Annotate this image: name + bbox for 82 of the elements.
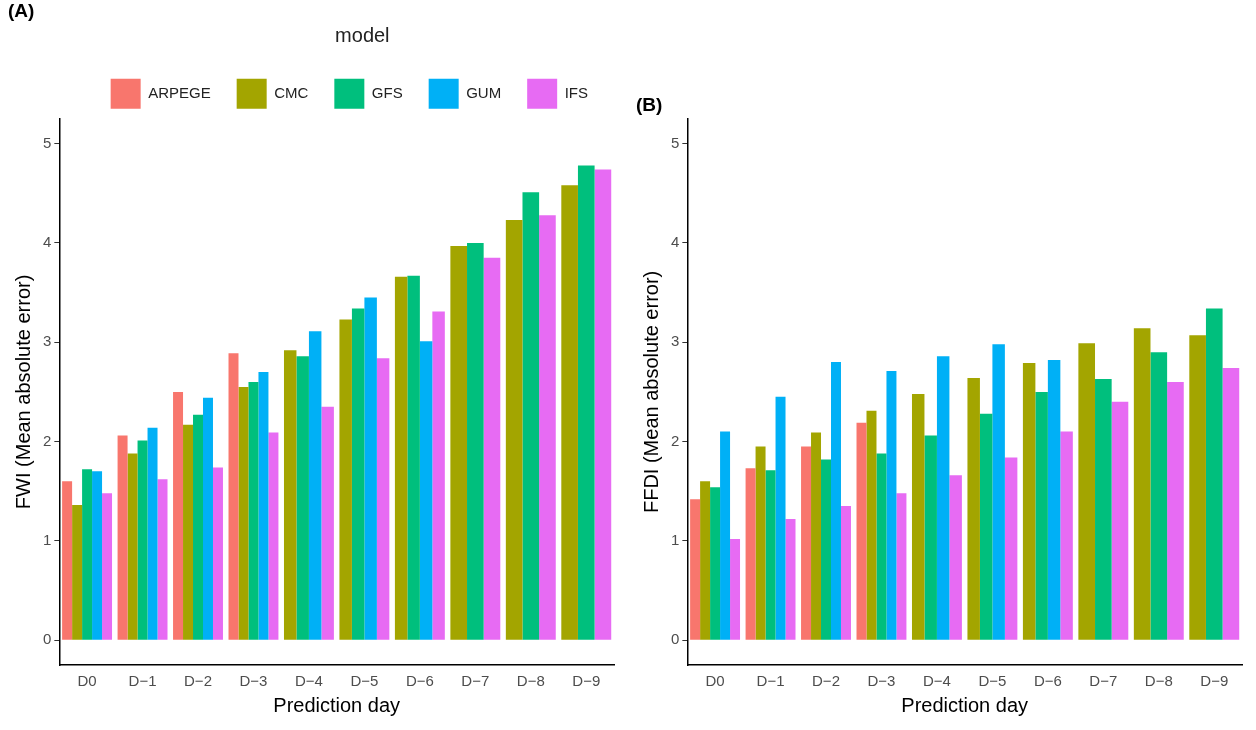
y-tick-label: 0 [671, 630, 680, 648]
bar [801, 446, 812, 640]
bar [1060, 431, 1073, 640]
bar [258, 372, 269, 640]
bar [992, 344, 1005, 640]
bar [710, 487, 721, 640]
bar [720, 431, 731, 640]
bar [690, 499, 701, 640]
y-tick-label: 4 [671, 233, 680, 251]
x-tick-label: D−1 [756, 672, 785, 690]
bar [102, 493, 113, 640]
legend-label: ARPEGE [148, 83, 211, 101]
bar [173, 391, 184, 640]
y-tick-label: 1 [43, 531, 52, 548]
legend-label: IFS [564, 83, 589, 101]
x-tick-label: D−2 [812, 672, 840, 690]
bar [785, 519, 796, 640]
bar [321, 406, 334, 640]
bar [856, 422, 867, 640]
y-tick-label: 5 [671, 133, 680, 151]
x-tick-label: D−3 [867, 672, 896, 690]
x-tick-label: D−5 [978, 672, 1007, 690]
x-tick-label: D−7 [461, 672, 490, 690]
legend-label: CMC [274, 83, 309, 101]
y-tick-label: 0 [43, 630, 52, 648]
y-axis-title: FWI (Mean absolute error) [11, 274, 34, 510]
bar [212, 467, 223, 640]
legend-title: model [335, 24, 390, 47]
bar [117, 435, 128, 640]
x-tick-label: D−8 [1144, 672, 1173, 690]
bar [840, 506, 851, 640]
y-tick-label: 3 [671, 332, 680, 350]
y-tick-label: 4 [43, 233, 52, 251]
bar [147, 427, 158, 640]
x-tick-label: D−6 [405, 672, 434, 690]
legend-label: GUM [466, 83, 502, 101]
bar [886, 371, 897, 640]
bar [765, 470, 776, 640]
bar [896, 493, 907, 640]
x-tick-label: D−2 [184, 672, 212, 690]
bar [376, 358, 390, 640]
bar [248, 381, 259, 640]
x-axis-title: Prediction day [273, 693, 401, 716]
x-tick-label: D0 [77, 672, 97, 690]
bar [203, 397, 213, 640]
bar [1004, 457, 1018, 640]
bar [92, 471, 103, 640]
x-tick-label: D−7 [1089, 672, 1118, 690]
y-tick-label: 3 [43, 332, 52, 350]
y-tick-label: 5 [43, 133, 52, 151]
legend-label: GFS [371, 83, 403, 101]
x-axis-title: Prediction day [901, 693, 1029, 716]
x-tick-label: D−1 [128, 672, 157, 690]
x-tick-label: D−3 [239, 672, 268, 690]
bar [62, 481, 73, 640]
bar [730, 538, 741, 640]
y-tick-label: 1 [671, 531, 680, 548]
bar [157, 479, 168, 640]
bar [949, 475, 962, 640]
x-tick-label: D−4 [294, 672, 323, 690]
y-tick-label: 2 [43, 431, 52, 449]
bar [364, 297, 377, 640]
bar [775, 396, 786, 640]
x-tick-label: D0 [705, 672, 725, 690]
x-tick-label: D−4 [922, 672, 951, 690]
bar [432, 311, 445, 640]
x-tick-label: D−5 [350, 672, 379, 690]
x-tick-label: D−9 [572, 672, 601, 690]
x-tick-label: D−6 [1033, 672, 1062, 690]
chart-title: (B) [636, 93, 663, 115]
chart-title: (A) [8, 0, 35, 21]
bar [82, 469, 93, 640]
bar [876, 453, 887, 640]
y-axis-title: FFDI (Mean absolute error) [639, 270, 662, 514]
bar [137, 440, 148, 640]
x-tick-label: D−8 [516, 672, 545, 690]
bar [268, 432, 279, 640]
x-tick-label: D−9 [1200, 672, 1229, 690]
bar [745, 468, 756, 640]
bar [228, 353, 239, 640]
y-tick-label: 2 [671, 431, 680, 449]
bar [831, 362, 841, 640]
